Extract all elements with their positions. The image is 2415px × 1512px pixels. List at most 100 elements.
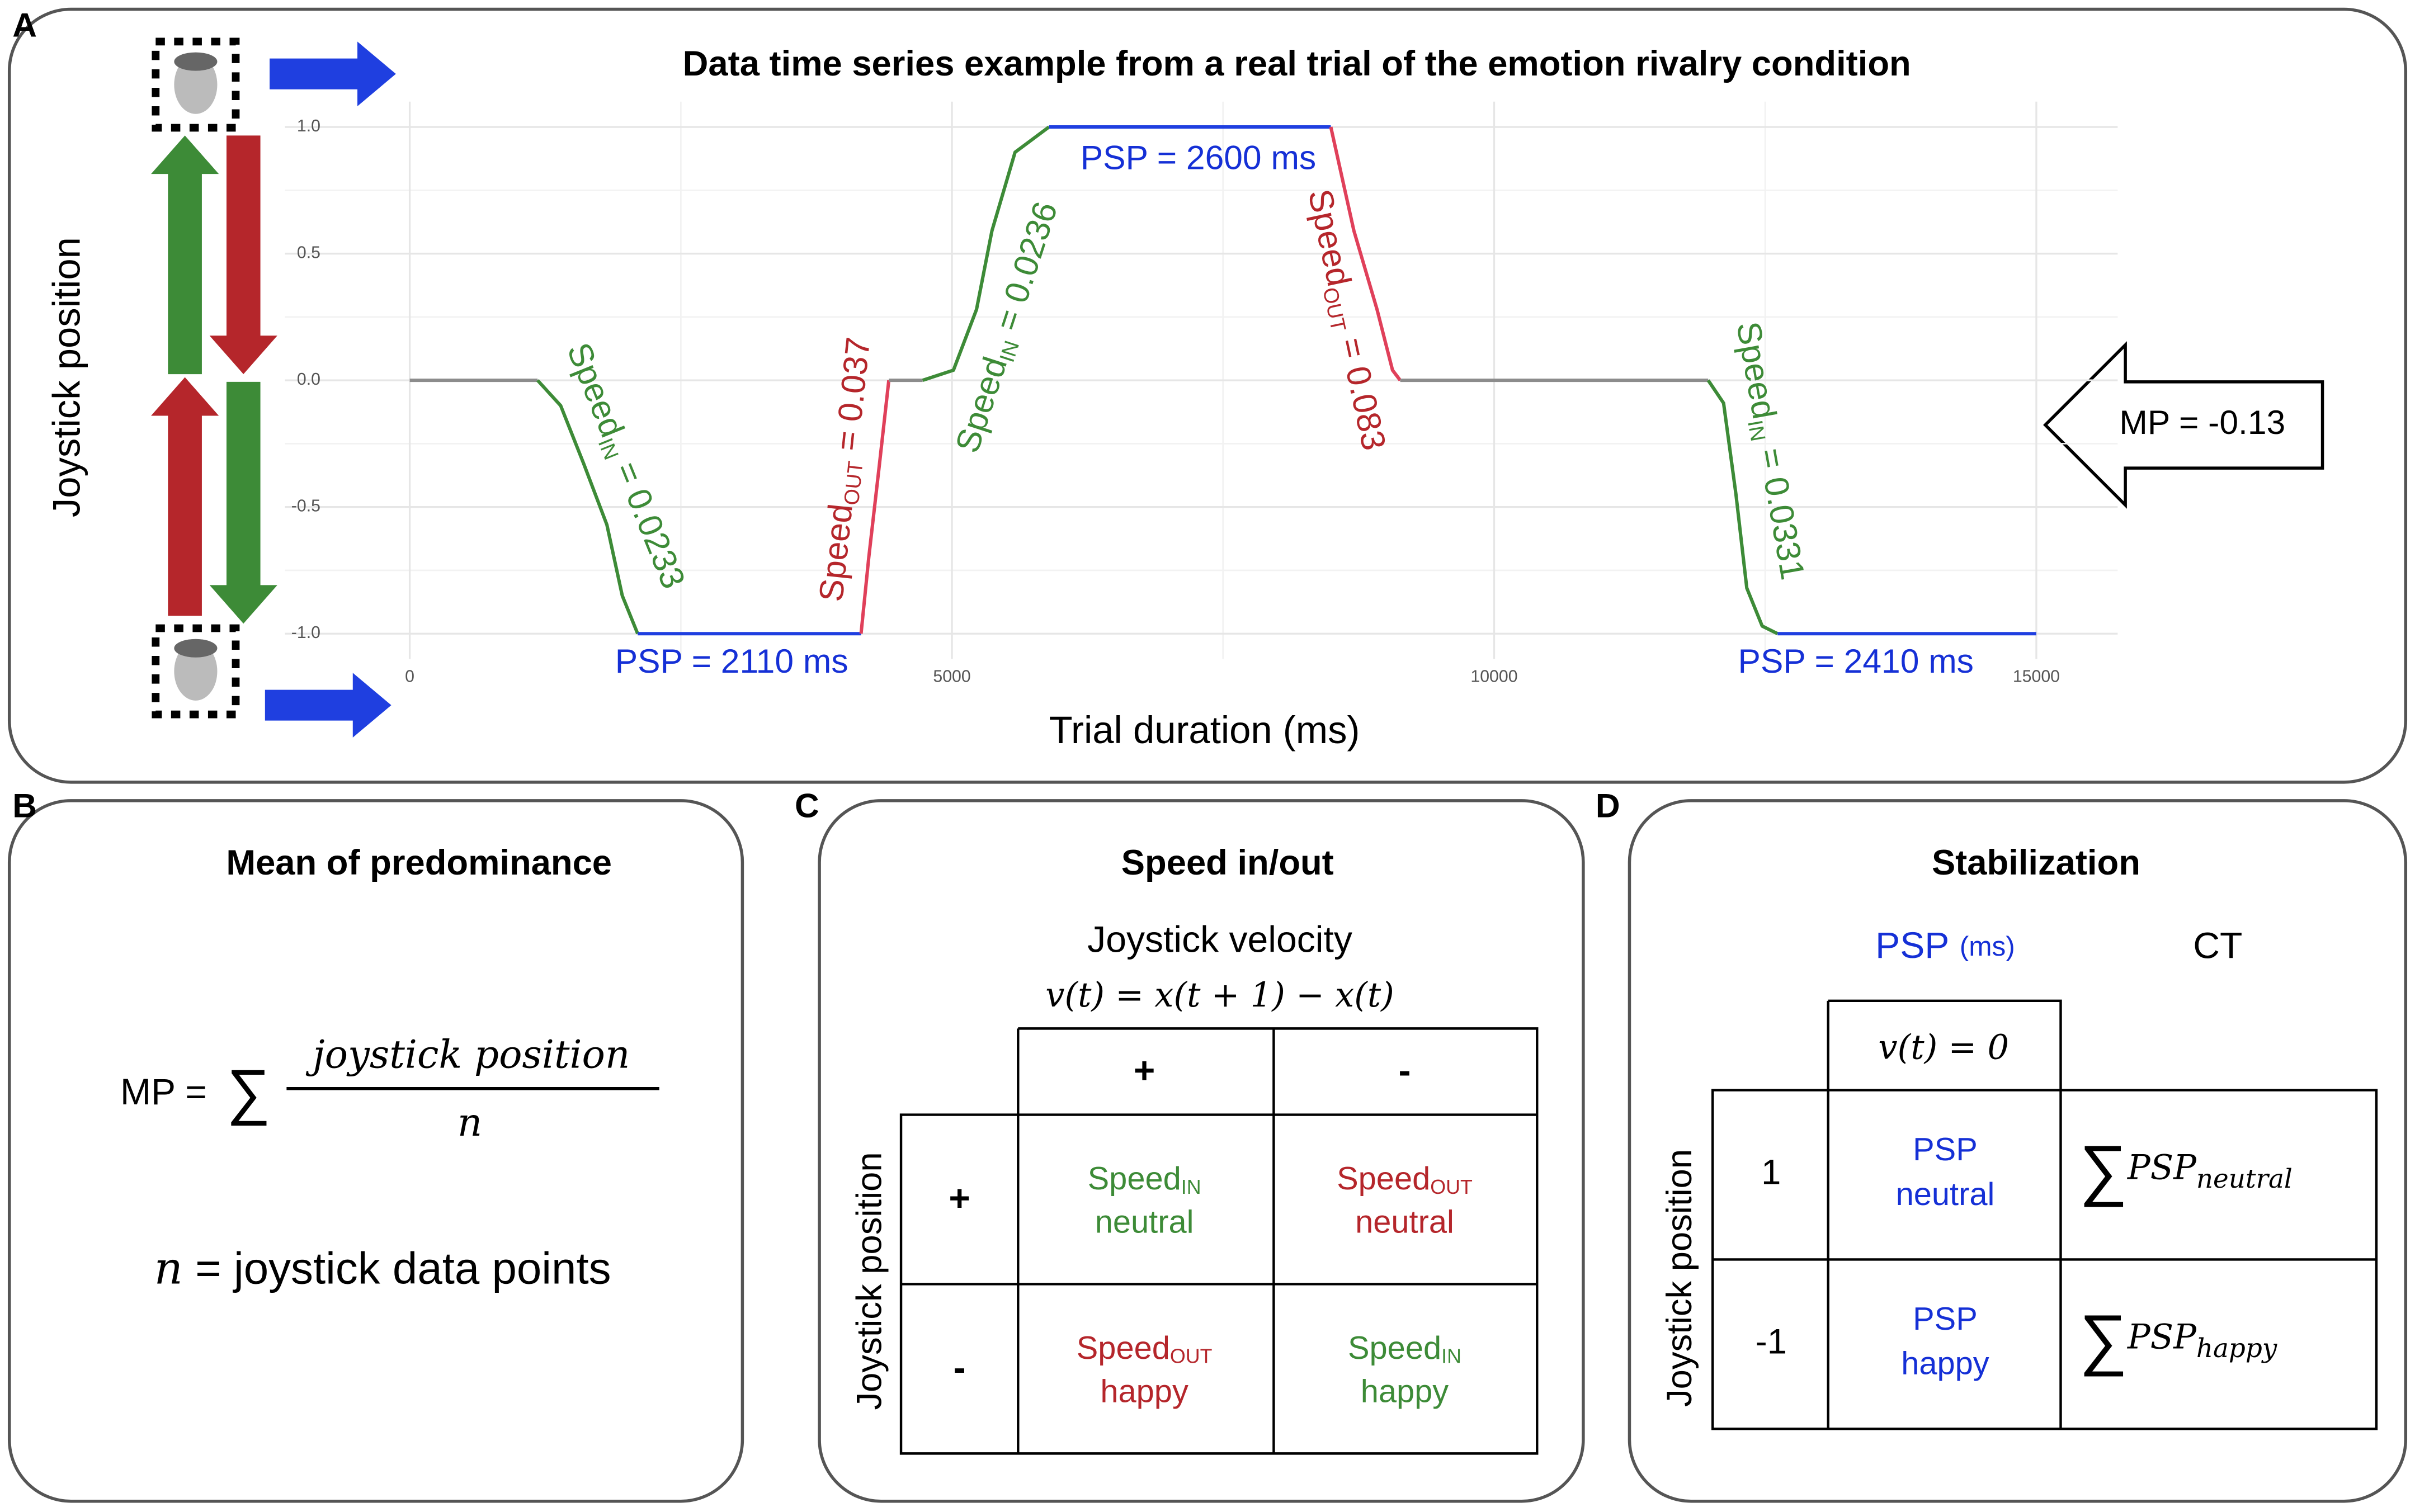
cell-line2: happy — [1361, 1373, 1449, 1409]
cell-main: Speed — [1337, 1161, 1430, 1197]
x-tick-label: 15000 — [2013, 668, 2060, 686]
col-header-text: PSP — [1875, 925, 1949, 967]
panel-frame — [818, 799, 1585, 1503]
cell-sub: IN — [1441, 1345, 1461, 1368]
annotation-text: Speed — [812, 502, 860, 603]
y-axis-label: Joystick position — [850, 1152, 889, 1410]
arrow — [209, 135, 277, 375]
annotation-text: PSP = 2410 ms — [1738, 642, 1974, 680]
annotation-sub: IN — [1743, 418, 1770, 443]
annotation: MP = -0.13 — [2119, 403, 2285, 441]
sum-symbol: ∑ — [227, 1057, 271, 1126]
panel-frame — [7, 799, 744, 1503]
cell-main: Speed — [1088, 1161, 1181, 1197]
panel-label: C — [795, 787, 819, 825]
n-symbol: n — [154, 1242, 183, 1294]
face-icon — [152, 37, 240, 132]
ct-sum: ∑ — [2079, 1131, 2128, 1207]
annotation-text: Speed — [1301, 186, 1359, 289]
cells: SpeedINneutralSpeedOUTneutralSpeedOUThap… — [1077, 1161, 1473, 1409]
denominator: n — [457, 1100, 482, 1145]
row-header: - — [954, 1347, 966, 1388]
annotation: SpeedIN = 0.0233 — [557, 337, 693, 594]
col-header-unit: (ms) — [1960, 930, 2015, 962]
x-tick-label: 0 — [405, 668, 414, 686]
arrow — [151, 377, 219, 616]
y-axis-label: Joystick position — [45, 237, 88, 517]
numerator: joystick position — [305, 1033, 630, 1078]
psp-cell: neutral — [1896, 1176, 1995, 1212]
y-axis-label: Joystick position — [1660, 1149, 1699, 1407]
ct-cell: ∑PSPneutral — [2079, 1131, 2293, 1207]
cell-line2: happy — [1100, 1373, 1188, 1409]
panel-title: Speed in/out — [1121, 843, 1334, 882]
line-series — [1706, 379, 1779, 635]
ct-sum: ∑ — [2079, 1301, 2128, 1377]
y-tick-label: -1.0 — [291, 623, 320, 642]
col-header: - — [1398, 1050, 1411, 1092]
annotation-sub: OUT — [839, 460, 867, 506]
annotation: PSP = 2410 ms — [1738, 642, 1974, 680]
cell-text: SpeedOUT — [1077, 1330, 1213, 1368]
panel-frame — [1628, 799, 2408, 1503]
row-header: -1 — [1756, 1322, 1787, 1362]
y-tick-label: 1.0 — [297, 117, 320, 135]
annotation: SpeedIN = 0.0331 — [1727, 319, 1812, 583]
psp-cell: happy — [1901, 1346, 1989, 1382]
annotation-text: Speed — [948, 352, 1015, 457]
cell-sub: OUT — [1170, 1345, 1213, 1368]
annotation: SpeedOUT = 0.037 — [812, 336, 880, 604]
annotation-text: MP = -0.13 — [2119, 403, 2285, 441]
panel-label: B — [12, 787, 37, 825]
annotation-text: Speed — [1729, 319, 1784, 422]
cell-sub: OUT — [1430, 1176, 1473, 1198]
col-header: PSP (ms) — [1875, 925, 2015, 967]
ct-sub: happy — [2196, 1334, 2277, 1364]
subtitle: Joystick velocity — [1087, 919, 1352, 961]
annotation-sub: OUT — [1318, 285, 1351, 333]
annotation: PSP = 2110 ms — [615, 642, 848, 680]
chart-title: Data time series example from a real tri… — [683, 44, 1911, 83]
mp-arrow — [2043, 341, 2324, 509]
panel-label: D — [1596, 787, 1620, 825]
line-series — [922, 125, 1050, 382]
panel-label: A — [12, 6, 37, 44]
condition: v(t) = 0 — [1878, 1028, 2009, 1067]
cell-sub: IN — [1181, 1176, 1201, 1198]
row-header: 1 — [1761, 1153, 1781, 1192]
panel-frame — [7, 7, 2408, 784]
ct-sub: neutral — [2196, 1164, 2293, 1194]
cell-line2: neutral — [1355, 1204, 1454, 1240]
col-header: CT — [2193, 925, 2242, 967]
face-icon — [152, 624, 240, 719]
col-header: + — [1134, 1050, 1155, 1092]
x-axis-label: Trial duration (ms) — [1049, 708, 1360, 752]
y-tick-label: 0.0 — [297, 370, 320, 389]
ct-base: PSP — [2127, 1317, 2197, 1357]
table — [899, 1027, 1539, 1455]
annotation-text: PSP = 2600 ms — [1081, 138, 1316, 176]
annotation: PSP = 2600 ms — [1081, 138, 1316, 176]
annotation: SpeedIN = 0.0236 — [948, 197, 1068, 458]
cell-text: SpeedOUT — [1337, 1161, 1473, 1198]
cell-text: SpeedIN — [1348, 1330, 1461, 1368]
n-definition: n = joystick data points — [154, 1242, 611, 1294]
cell-line2: neutral — [1095, 1204, 1194, 1240]
arrow — [265, 673, 392, 738]
formula-prefix: MP = — [120, 1071, 207, 1113]
table — [1711, 999, 2378, 1430]
cell-main: Speed — [1348, 1330, 1441, 1366]
row-header: + — [949, 1178, 970, 1219]
n-text: = joystick data points — [183, 1244, 611, 1293]
psp-cell: PSP — [1913, 1132, 1978, 1168]
plot: 0 5000 10000 15000 1.0 0.5 0.0 -0.5 -1.0 SpeedIN … — [285, 101, 2285, 686]
line-series — [1329, 126, 1402, 381]
annotation-text: PSP = 2110 ms — [615, 642, 848, 680]
x-tick-label: 10000 — [1470, 668, 1517, 686]
panel-title: Mean of predominance — [226, 843, 612, 882]
cell-text: SpeedIN — [1088, 1161, 1201, 1198]
ct-cell: ∑PSPhappy — [2079, 1301, 2277, 1377]
arrow — [151, 135, 219, 375]
